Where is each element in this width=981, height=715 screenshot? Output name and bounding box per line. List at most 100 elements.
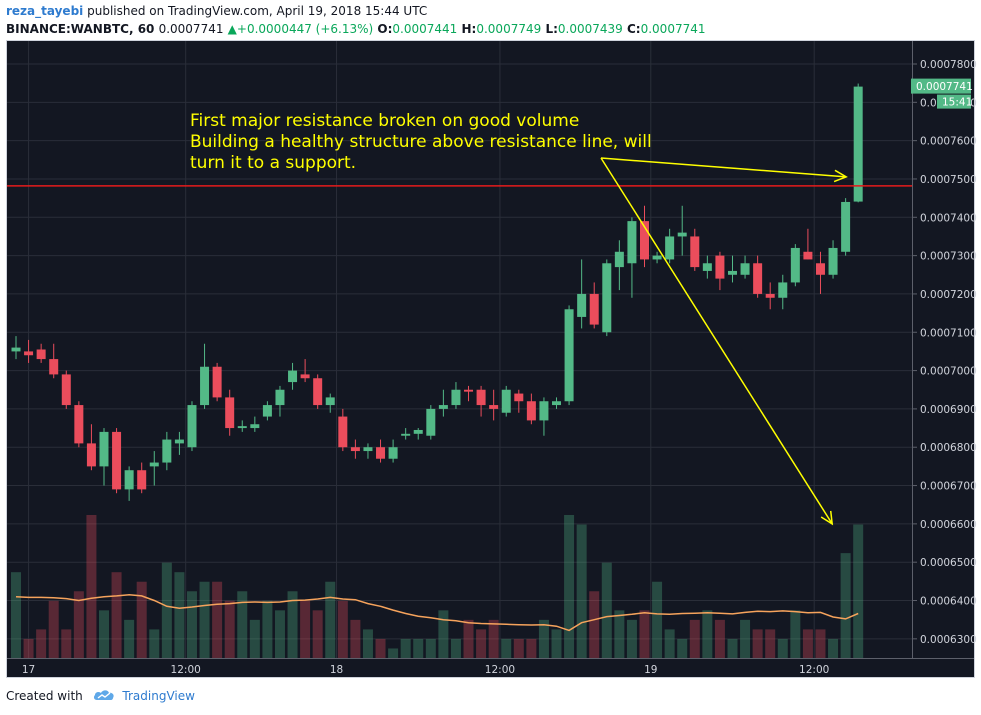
volume-bar (840, 553, 851, 658)
volume-bar (375, 638, 386, 658)
candle-body (539, 401, 549, 421)
countdown-tag-bg (937, 94, 971, 109)
price-tick-label: 0.0007500 (920, 174, 977, 186)
volume-bar (752, 629, 763, 658)
created-with-label: Created with (6, 689, 83, 703)
volume-bar (626, 619, 637, 658)
volume-bar (224, 600, 235, 658)
high-value: 0.0007749 (476, 22, 542, 36)
candle-body (187, 405, 197, 448)
volume-bar (237, 591, 248, 658)
last-price-tag-text: 0.0007741 (916, 81, 973, 93)
annotation-line-1[interactable]: First major resistance broken on good vo… (190, 111, 579, 131)
candle-body (577, 293, 587, 317)
annotation-line-3[interactable]: turn it to a support. (190, 153, 356, 173)
candle-body (677, 232, 687, 237)
candle-body (803, 251, 813, 260)
volume-bar (136, 581, 147, 658)
candle-body (275, 389, 285, 406)
candle-body (376, 447, 386, 459)
open-label: O: (377, 22, 393, 36)
time-tick-label: 17 (22, 664, 35, 676)
symbol-label: BINANCE:WANBTC, 60 (6, 22, 155, 36)
candle-body (476, 389, 486, 406)
arrow-head (833, 169, 848, 183)
candle-body (350, 447, 360, 452)
candle-body (753, 263, 763, 294)
price-tick-label: 0.0006500 (920, 557, 977, 569)
arrow-line (600, 157, 847, 178)
candle-body (526, 401, 536, 421)
candle-body (162, 439, 172, 463)
volume-bar (777, 638, 788, 658)
annotation-arrows[interactable] (600, 157, 848, 526)
volume-bar (161, 562, 172, 658)
price-tick-label: 0.0007800 (920, 59, 977, 71)
tradingview-link[interactable]: TradingView (122, 689, 195, 703)
volume-bar (639, 610, 650, 658)
price-axis[interactable]: 0.00078000.00077000.00076000.00075000.00… (912, 59, 977, 646)
candle-body (514, 393, 524, 402)
plot-background (7, 41, 912, 658)
candle-body (451, 389, 461, 406)
volume-bar (262, 600, 273, 658)
volume-bar (287, 591, 298, 658)
volume-bar (199, 581, 210, 658)
chart-frame (6, 40, 975, 678)
candle-body (300, 374, 310, 379)
volume-bar (438, 610, 449, 658)
candle-body (841, 201, 851, 252)
candle-body (74, 405, 84, 444)
candle-body (124, 470, 134, 490)
candle-body (715, 255, 725, 279)
candle-body (740, 263, 750, 275)
candle-body (652, 255, 662, 260)
candle-body (401, 433, 411, 436)
candle-body (313, 378, 323, 406)
candle-body (99, 431, 109, 467)
volume-bar (11, 572, 21, 658)
volume-bar (601, 562, 612, 658)
volume-bar (828, 638, 839, 658)
volume-bar (36, 629, 47, 658)
candle-body (690, 236, 700, 268)
candle-body (325, 397, 335, 406)
candle-body (388, 447, 398, 459)
candle-body (225, 397, 235, 429)
author-link[interactable]: reza_tayebi (6, 4, 84, 18)
volume-bar (400, 638, 411, 658)
price-tick-label: 0.0006300 (920, 634, 977, 646)
volume-bar (463, 619, 474, 658)
publish-line: reza_tayebi published on TradingView.com… (6, 4, 427, 18)
candle-body (413, 429, 423, 434)
time-tick-label: 12:00 (171, 664, 201, 676)
volume-bar (727, 638, 738, 658)
volume-bar (815, 629, 826, 658)
candle-body (765, 293, 775, 298)
time-tick-label: 12:00 (485, 664, 515, 676)
candle-body (790, 247, 800, 283)
candle-body (36, 349, 46, 360)
candle-body (828, 247, 838, 275)
candle-body (614, 251, 624, 268)
volume-bar (538, 619, 549, 658)
candle-body (24, 351, 34, 356)
time-tick-label: 12:00 (799, 664, 829, 676)
candle-body (564, 309, 574, 402)
price-tick-label: 0.0007600 (920, 136, 977, 148)
candle-body (338, 416, 348, 448)
open-value: 0.0007441 (392, 22, 458, 36)
candle-body (174, 439, 184, 444)
volume-bar (501, 638, 512, 658)
volume-bar (526, 638, 537, 658)
volume-bar (325, 581, 336, 658)
volume-bar (488, 619, 499, 658)
annotation-line-2[interactable]: Building a healthy structure above resis… (190, 132, 652, 152)
candle-body (426, 408, 436, 436)
candle-body (815, 263, 825, 275)
volume-bar (765, 629, 776, 658)
volume-bar (802, 629, 813, 658)
candle-body (602, 263, 612, 333)
time-axis[interactable]: 17 12:00 18 12:00 19 12:00 (22, 664, 829, 676)
